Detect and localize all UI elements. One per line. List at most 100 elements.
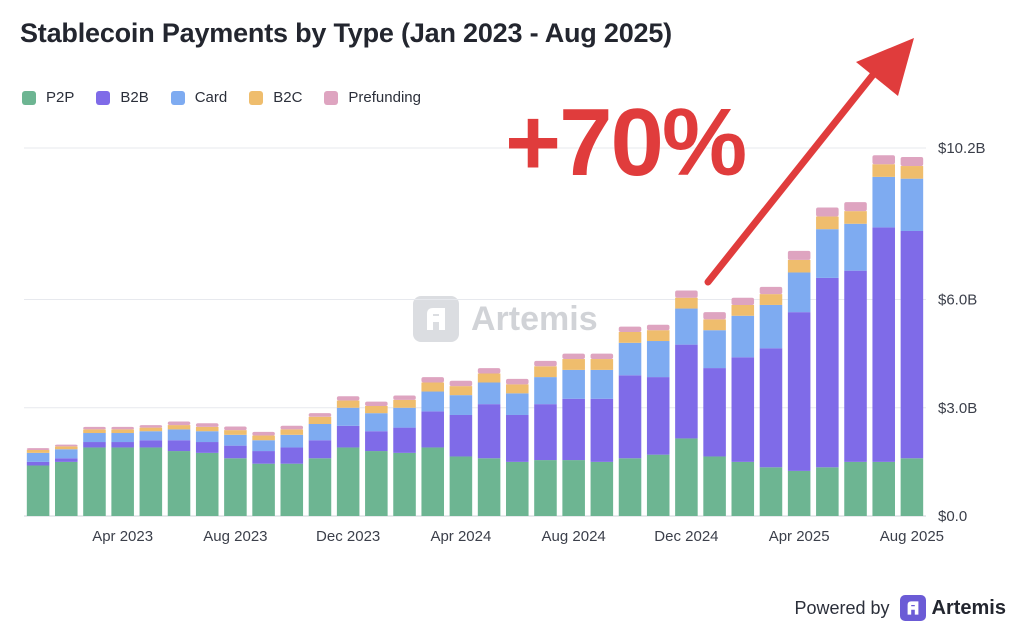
bar-segment-b2c[interactable] bbox=[590, 359, 614, 370]
bar-segment-b2b[interactable] bbox=[224, 445, 247, 459]
bar-segment-card[interactable] bbox=[816, 229, 839, 278]
bar-segment-p2p[interactable] bbox=[167, 451, 191, 516]
bar-segment-b2c[interactable] bbox=[759, 294, 783, 305]
bar-segment-b2b[interactable] bbox=[816, 277, 839, 468]
bar-segment-b2b[interactable] bbox=[252, 451, 275, 464]
bar-segment-b2b[interactable] bbox=[167, 440, 191, 452]
bar-segment-b2c[interactable] bbox=[534, 366, 557, 378]
bar-segment-b2c[interactable] bbox=[646, 330, 670, 342]
bar-segment-prefunding[interactable] bbox=[787, 250, 811, 260]
bar-segment-prefunding[interactable] bbox=[477, 368, 501, 374]
bar-segment-b2c[interactable] bbox=[816, 216, 839, 230]
bar-segment-b2c[interactable] bbox=[195, 426, 219, 432]
bar-segment-b2b[interactable] bbox=[55, 458, 78, 462]
bar-segment-b2b[interactable] bbox=[844, 270, 867, 462]
bar-segment-b2c[interactable] bbox=[675, 297, 698, 309]
bar-segment-b2c[interactable] bbox=[280, 429, 304, 435]
bar-segment-card[interactable] bbox=[534, 377, 557, 405]
bar-segment-p2p[interactable] bbox=[816, 467, 839, 516]
bar-segment-card[interactable] bbox=[675, 308, 698, 345]
bar-segment-p2p[interactable] bbox=[421, 447, 444, 516]
bar-segment-p2p[interactable] bbox=[139, 447, 163, 516]
bar-segment-card[interactable] bbox=[252, 440, 275, 452]
bar-segment-prefunding[interactable] bbox=[506, 378, 529, 385]
bar-segment-card[interactable] bbox=[872, 176, 895, 228]
bar-segment-b2c[interactable] bbox=[111, 429, 134, 434]
bar-segment-card[interactable] bbox=[167, 429, 191, 441]
bar-segment-b2c[interactable] bbox=[562, 359, 585, 370]
legend-item-p2p[interactable]: P2P bbox=[22, 89, 74, 106]
bar-segment-card[interactable] bbox=[365, 413, 388, 432]
bar-segment-card[interactable] bbox=[111, 433, 134, 443]
bar-segment-p2p[interactable] bbox=[534, 460, 557, 516]
bar-segment-p2p[interactable] bbox=[590, 461, 614, 516]
bar-segment-card[interactable] bbox=[195, 431, 219, 443]
bar-segment-prefunding[interactable] bbox=[365, 401, 388, 406]
bar-segment-p2p[interactable] bbox=[393, 452, 416, 516]
bar-segment-prefunding[interactable] bbox=[449, 380, 473, 387]
bar-segment-prefunding[interactable] bbox=[280, 425, 304, 430]
bar-segment-b2b[interactable] bbox=[618, 375, 642, 459]
bar-segment-p2p[interactable] bbox=[449, 456, 473, 516]
legend-item-card[interactable]: Card bbox=[170, 89, 227, 106]
bar-segment-card[interactable] bbox=[477, 382, 501, 405]
bar-segment-b2c[interactable] bbox=[55, 446, 78, 450]
bar-segment-b2b[interactable] bbox=[675, 344, 698, 439]
bar-segment-p2p[interactable] bbox=[26, 465, 50, 516]
bar-segment-p2p[interactable] bbox=[844, 461, 867, 516]
bar-segment-card[interactable] bbox=[646, 341, 670, 378]
bar-segment-card[interactable] bbox=[731, 315, 755, 358]
bar-segment-prefunding[interactable] bbox=[224, 426, 247, 431]
bar-segment-prefunding[interactable] bbox=[562, 353, 585, 360]
bar-segment-b2c[interactable] bbox=[393, 399, 416, 408]
bar-segment-prefunding[interactable] bbox=[308, 413, 332, 417]
bar-segment-b2c[interactable] bbox=[449, 386, 473, 396]
bar-segment-card[interactable] bbox=[280, 434, 304, 448]
bar-segment-card[interactable] bbox=[26, 452, 50, 462]
bar-segment-p2p[interactable] bbox=[336, 447, 360, 516]
bar-segment-prefunding[interactable] bbox=[534, 360, 557, 367]
bar-segment-b2b[interactable] bbox=[139, 440, 163, 448]
bar-segment-prefunding[interactable] bbox=[731, 297, 755, 305]
bar-segment-prefunding[interactable] bbox=[675, 290, 698, 298]
bar-segment-prefunding[interactable] bbox=[195, 423, 219, 427]
bar-segment-prefunding[interactable] bbox=[900, 157, 924, 167]
bar-segment-b2b[interactable] bbox=[872, 227, 895, 462]
bar-segment-prefunding[interactable] bbox=[26, 448, 50, 450]
bar-segment-p2p[interactable] bbox=[562, 460, 585, 516]
bar-segment-card[interactable] bbox=[787, 272, 811, 313]
bar-segment-p2p[interactable] bbox=[703, 456, 726, 516]
bar-segment-prefunding[interactable] bbox=[872, 155, 895, 165]
bar-segment-p2p[interactable] bbox=[900, 458, 924, 516]
bar-segment-prefunding[interactable] bbox=[252, 431, 275, 436]
bar-segment-card[interactable] bbox=[393, 407, 416, 428]
bar-segment-prefunding[interactable] bbox=[618, 326, 642, 332]
bar-segment-b2b[interactable] bbox=[731, 357, 755, 462]
bar-segment-card[interactable] bbox=[618, 342, 642, 376]
bar-segment-b2c[interactable] bbox=[365, 405, 388, 414]
bar-segment-prefunding[interactable] bbox=[55, 444, 78, 447]
bar-segment-b2c[interactable] bbox=[618, 332, 642, 343]
legend-item-b2c[interactable]: B2C bbox=[249, 89, 302, 106]
bar-segment-prefunding[interactable] bbox=[393, 395, 416, 400]
bar-segment-prefunding[interactable] bbox=[759, 286, 783, 295]
bar-segment-b2b[interactable] bbox=[308, 440, 332, 459]
bar-segment-p2p[interactable] bbox=[252, 463, 275, 516]
bar-segment-b2c[interactable] bbox=[167, 425, 191, 430]
bar-segment-b2b[interactable] bbox=[506, 414, 529, 462]
bar-segment-b2c[interactable] bbox=[26, 449, 50, 453]
bar-segment-b2b[interactable] bbox=[336, 425, 360, 448]
bar-segment-b2c[interactable] bbox=[900, 166, 924, 179]
bar-segment-p2p[interactable] bbox=[308, 458, 332, 516]
bar-segment-b2b[interactable] bbox=[646, 377, 670, 455]
bar-segment-b2b[interactable] bbox=[703, 368, 726, 457]
bar-segment-b2c[interactable] bbox=[83, 429, 106, 434]
bar-segment-p2p[interactable] bbox=[506, 461, 529, 516]
bar-segment-card[interactable] bbox=[703, 330, 726, 369]
bar-segment-b2c[interactable] bbox=[139, 427, 163, 432]
bar-segment-prefunding[interactable] bbox=[703, 312, 726, 320]
bar-segment-b2c[interactable] bbox=[731, 304, 755, 316]
bar-segment-card[interactable] bbox=[83, 433, 106, 443]
bar-segment-card[interactable] bbox=[139, 431, 163, 441]
bar-segment-b2b[interactable] bbox=[195, 442, 219, 453]
